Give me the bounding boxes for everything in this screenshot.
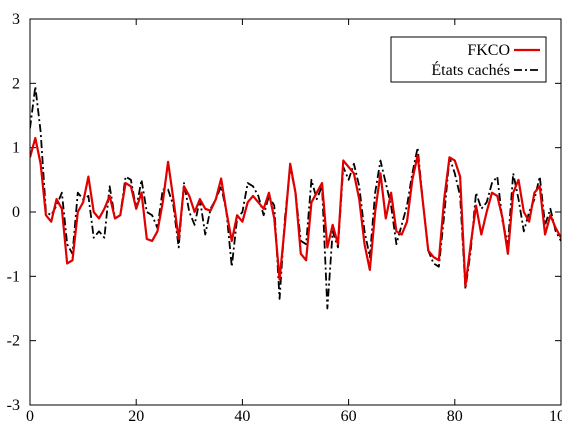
series-lines (30, 85, 561, 310)
x-tick-label: 100 (549, 408, 562, 421)
legend-box (390, 36, 547, 83)
y-tick-labels: -3 -2 -1 0 1 2 3 (7, 11, 20, 414)
y-tick-label: 0 (12, 204, 20, 221)
y-tick-label: 3 (12, 11, 20, 28)
y-tick-label: -1 (7, 268, 20, 285)
x-tick-label: 0 (26, 408, 34, 421)
y-tick-label: -2 (7, 333, 20, 350)
y-tick-label: 2 (12, 75, 20, 92)
legend-label-etats-caches: États cachés (431, 60, 510, 79)
x-tick-label: 20 (128, 408, 144, 421)
y-tick-label: 1 (12, 140, 20, 157)
x-tick-labels: 0 20 40 60 80 100 (26, 408, 562, 421)
x-tick-label: 60 (341, 408, 357, 421)
y-tick-label: -3 (7, 397, 20, 414)
x-tick-label: 80 (447, 408, 463, 421)
x-tick-label: 40 (234, 408, 250, 421)
plot-frame (29, 18, 562, 406)
legend-label-fkco: FKCO (467, 42, 510, 59)
series-line-fkco (30, 136, 561, 288)
legend: FKCO États cachés (390, 36, 547, 83)
